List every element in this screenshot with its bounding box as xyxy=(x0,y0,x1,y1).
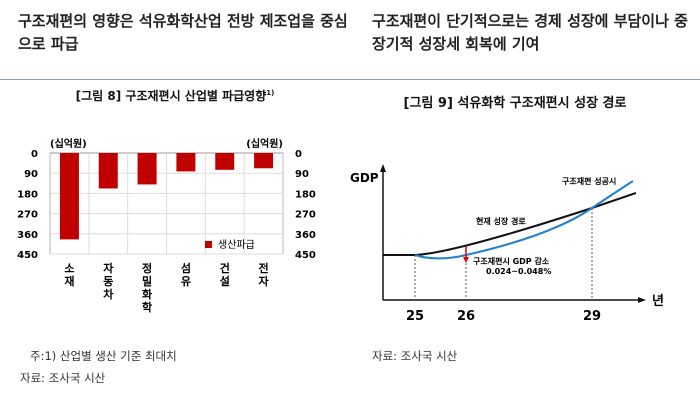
y-tick-right: 90 xyxy=(295,169,309,180)
legend-label: 생산파급 xyxy=(218,239,255,251)
y-tick-left: 450 xyxy=(17,250,38,261)
line-restructure-path xyxy=(414,180,634,260)
header-left: 구조재편의 영향은 석유화학산업 전방 제조업을 중심으로 파급 xyxy=(18,12,348,53)
annotation-line1: 구조재편시 GDP 감소 xyxy=(473,256,550,266)
note-left-2: 자료: 조사국 시산 xyxy=(20,371,106,385)
x-arrow xyxy=(638,297,646,303)
legend-swatch xyxy=(205,241,212,248)
x-label-정밀화학: 정 xyxy=(142,261,152,275)
red-arrowhead xyxy=(463,257,469,263)
x-label: 년 xyxy=(652,294,664,309)
y-tick-right: 180 xyxy=(295,189,316,200)
bar-소재 xyxy=(59,153,79,240)
line-current-path xyxy=(383,192,637,256)
y-tick-left: 270 xyxy=(17,210,38,221)
x-label-건설: 설 xyxy=(220,274,230,288)
x-label-섬유: 유 xyxy=(181,275,191,288)
note-right-1: 자료: 조사국 시산 xyxy=(372,349,458,363)
x-label-자동차: 자 xyxy=(103,261,114,275)
bar-정밀화학 xyxy=(137,153,157,185)
bar-건설 xyxy=(215,153,235,170)
divider xyxy=(0,79,700,80)
x-label-소재: 소 xyxy=(64,262,74,275)
x-label-정밀화학: 밀 xyxy=(142,275,152,288)
x-tick: 29 xyxy=(583,309,601,324)
x-tick: 25 xyxy=(406,309,424,324)
series-label-current: 현재 성장 경로 xyxy=(476,216,526,226)
y-tick-right: 360 xyxy=(295,230,316,241)
x-label-정밀화학: 학 xyxy=(142,300,152,314)
x-tick: 26 xyxy=(457,309,475,324)
unit-left: (십억원) xyxy=(50,137,87,150)
y-tick-right: 270 xyxy=(295,210,316,221)
x-label-정밀화학: 화 xyxy=(142,287,152,301)
y-tick-right: 0 xyxy=(295,149,302,160)
chart9-title: [그림 9] 석유화학 구조재편시 성장 경로 xyxy=(403,96,627,111)
y-arrow xyxy=(380,164,386,172)
annotation-line2: 0.024~0.048% xyxy=(486,267,551,276)
bar-전자 xyxy=(254,153,274,169)
y-tick-left: 360 xyxy=(17,230,38,241)
x-label-자동차: 동 xyxy=(103,275,113,288)
y-tick-left: 180 xyxy=(17,189,38,200)
y-label: GDP xyxy=(350,171,379,185)
y-tick-right: 450 xyxy=(295,250,316,261)
bar-자동차 xyxy=(98,153,118,189)
y-tick-left: 0 xyxy=(31,149,38,160)
x-label-건설: 건 xyxy=(220,261,230,275)
x-label-전자: 전 xyxy=(259,261,269,275)
note-left-1: 주:1) 산업별 생산 기준 최대치 xyxy=(30,349,177,363)
bar-섬유 xyxy=(176,153,196,172)
series-label-restructure: 구조재편 성공시 xyxy=(562,176,616,186)
x-label-소재: 재 xyxy=(64,274,74,288)
x-label-자동차: 차 xyxy=(103,287,114,301)
chart8-title: [그림 8] 구조재편시 산업별 파급영향1) xyxy=(75,89,275,103)
unit-right: (십억원) xyxy=(246,137,283,150)
x-label-전자: 자 xyxy=(259,274,270,288)
y-tick-left: 90 xyxy=(24,169,38,180)
x-label-섬유: 섬 xyxy=(181,261,191,275)
header-right: 구조재편이 단기적으로는 경제 성장에 부담이나 중장기적 성장세 회복에 기여 xyxy=(372,12,688,53)
